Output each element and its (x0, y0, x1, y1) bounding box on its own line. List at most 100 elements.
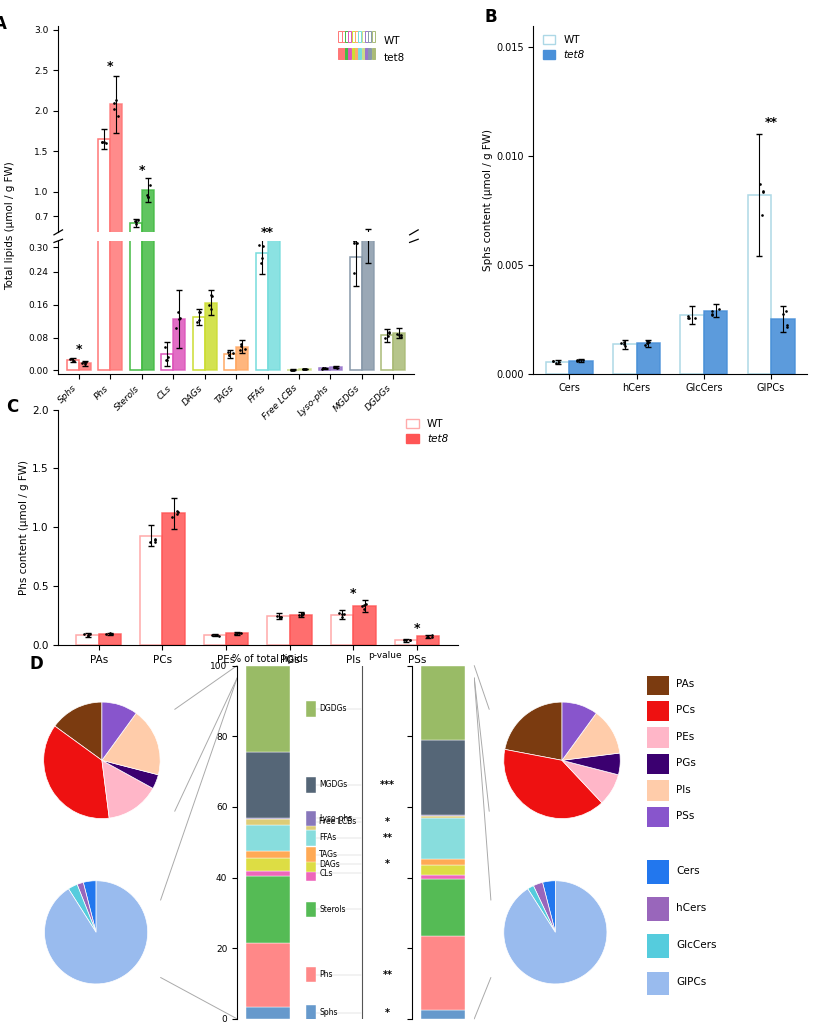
Bar (306, 1005, 316, 1021)
Bar (67, 360, 79, 371)
Bar (193, 317, 205, 371)
Wedge shape (533, 883, 556, 932)
Text: A: A (0, 15, 7, 33)
Bar (421, 666, 465, 740)
Wedge shape (45, 881, 147, 984)
Text: **: ** (765, 116, 778, 129)
Bar (224, 354, 236, 371)
Bar (306, 777, 316, 793)
Y-axis label: Sphs content (μmol / g FW): Sphs content (μmol / g FW) (483, 129, 493, 270)
Bar (306, 865, 316, 881)
Bar (246, 943, 290, 1007)
Text: *: * (107, 60, 113, 73)
Bar (646, 674, 669, 695)
Wedge shape (83, 881, 96, 932)
Text: TAGs: TAGs (319, 850, 339, 859)
Bar (636, 343, 660, 374)
Bar (173, 263, 185, 272)
Bar (646, 700, 669, 721)
Bar (246, 753, 290, 817)
Bar (646, 897, 669, 921)
Text: PCs: PCs (676, 706, 696, 715)
Bar (394, 334, 405, 371)
Bar (382, 336, 394, 371)
Bar (421, 740, 465, 815)
Bar (646, 860, 669, 884)
Wedge shape (102, 760, 158, 788)
Bar (421, 859, 465, 865)
Text: PAs: PAs (676, 679, 695, 689)
Bar (79, 271, 91, 272)
Bar (382, 266, 394, 272)
Text: *: * (350, 587, 357, 600)
Bar (546, 361, 569, 374)
Bar (98, 139, 110, 272)
Bar (173, 319, 185, 371)
Bar (421, 815, 465, 816)
Bar (246, 870, 290, 876)
Text: GlcCers: GlcCers (676, 940, 716, 950)
Text: Cers: Cers (676, 865, 700, 876)
Wedge shape (102, 713, 160, 775)
Text: B: B (484, 8, 497, 27)
Bar (110, 0, 122, 371)
Bar (362, 206, 374, 371)
Wedge shape (505, 702, 562, 760)
Bar (246, 1007, 290, 1019)
Bar (306, 856, 316, 872)
Bar (306, 811, 316, 826)
Bar (350, 257, 362, 371)
Bar (255, 250, 268, 272)
Text: **: ** (383, 970, 393, 980)
Wedge shape (542, 881, 556, 932)
Bar (268, 218, 280, 371)
Bar (246, 824, 290, 851)
Bar (98, 0, 110, 371)
Legend: WT, tet8: WT, tet8 (538, 31, 589, 65)
Bar (246, 858, 290, 870)
Bar (246, 819, 290, 824)
Bar (395, 640, 417, 645)
Bar (246, 666, 290, 753)
Wedge shape (562, 702, 597, 760)
Text: *: * (414, 622, 420, 635)
Bar (306, 967, 316, 982)
Bar (141, 0, 154, 371)
Bar (246, 876, 290, 943)
Text: Lyso-phs: Lyso-phs (319, 814, 353, 823)
Wedge shape (562, 760, 618, 803)
Bar (646, 972, 669, 995)
Wedge shape (562, 713, 620, 760)
Bar (161, 269, 173, 272)
Legend: WT, tet8: WT, tet8 (334, 31, 409, 68)
Text: *: * (385, 1008, 390, 1018)
Bar (421, 818, 465, 859)
Text: MGDGs: MGDGs (319, 780, 348, 790)
Wedge shape (44, 726, 109, 818)
Bar (306, 814, 316, 829)
Bar (319, 369, 330, 371)
Bar (130, 222, 141, 272)
Bar (193, 262, 205, 272)
Bar (204, 635, 226, 645)
Text: PIs: PIs (676, 784, 691, 795)
Wedge shape (527, 886, 556, 932)
Bar (306, 847, 316, 862)
Text: ***: *** (380, 780, 395, 790)
Wedge shape (68, 885, 96, 932)
Bar (350, 251, 362, 272)
Bar (362, 241, 374, 272)
Wedge shape (77, 883, 96, 932)
Text: DGDGs: DGDGs (319, 705, 347, 714)
Text: Sterols: Sterols (319, 905, 346, 913)
Bar (646, 934, 669, 958)
Text: Total lipids (μmol / g FW): Total lipids (μmol / g FW) (5, 161, 15, 290)
Bar (421, 880, 465, 936)
Bar (646, 807, 669, 827)
Bar (613, 344, 636, 374)
Text: p-value: p-value (369, 651, 402, 660)
Bar (99, 634, 121, 645)
Wedge shape (102, 702, 136, 760)
Bar (704, 310, 727, 374)
Bar (421, 1010, 465, 1019)
